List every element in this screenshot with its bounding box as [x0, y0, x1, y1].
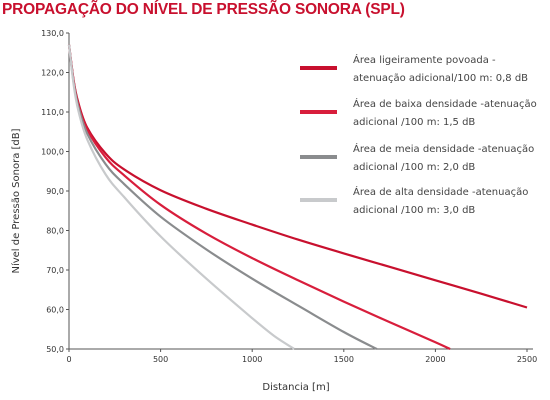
series-line-3	[67, 44, 378, 350]
legend-label-3: Área de meia densidade -atenuação	[353, 142, 534, 155]
x-tick-label: 1500	[334, 355, 354, 364]
y-tick-label: 130,0	[41, 29, 64, 38]
y-tick-label: 70,0	[46, 266, 64, 275]
y-tick-label: 60,0	[46, 306, 64, 315]
y-tick-label: 80,0	[46, 227, 64, 236]
legend-label-1: Área ligeiramente povoada -	[353, 53, 496, 66]
x-tick-label: 2000	[425, 355, 445, 364]
y-tick-label: 100,0	[41, 148, 64, 157]
series-line-1	[67, 44, 528, 309]
legend-label-2: Área de baixa densidade -atenuação	[353, 97, 537, 110]
legend-label-3: adicional /100 m: 2,0 dB	[353, 162, 475, 173]
legend-label-4: Área de alta densidade -atenuação	[353, 185, 528, 198]
x-axis-label: Distancia [m]	[262, 382, 329, 393]
axes: 50,0 60,0 70,0 80,0 90,0 100,0 110,0 120,0 130,0…	[41, 29, 537, 364]
x-tick-label: 500	[153, 355, 168, 364]
y-tick-label: 120,0	[41, 69, 64, 78]
legend-label-2: adicional /100 m: 1,5 dB	[353, 117, 475, 128]
legend-label-4: adicional /100 m: 3,0 dB	[353, 205, 475, 216]
legend-label-1: atenuação adicional/100 m: 0,8 dB	[353, 73, 528, 84]
series-line-4	[67, 44, 295, 350]
y-axis-label: Nível de Pressão Sonora [dB]	[10, 128, 22, 273]
legend: Área ligeiramente povoada - atenuação adi…	[300, 53, 537, 216]
x-tick-label: 0	[66, 355, 71, 364]
x-tick-label: 1000	[242, 355, 262, 364]
y-tick-label: 50,0	[46, 345, 64, 354]
chart-title: PROPAGAÇÃO DO NÍVEL DE PRESSÃO SONORA (S…	[2, 1, 405, 18]
series-layer	[67, 44, 528, 351]
y-tick-label: 90,0	[46, 187, 64, 196]
x-tick-label: 2500	[517, 355, 537, 364]
y-tick-label: 110,0	[41, 108, 64, 117]
